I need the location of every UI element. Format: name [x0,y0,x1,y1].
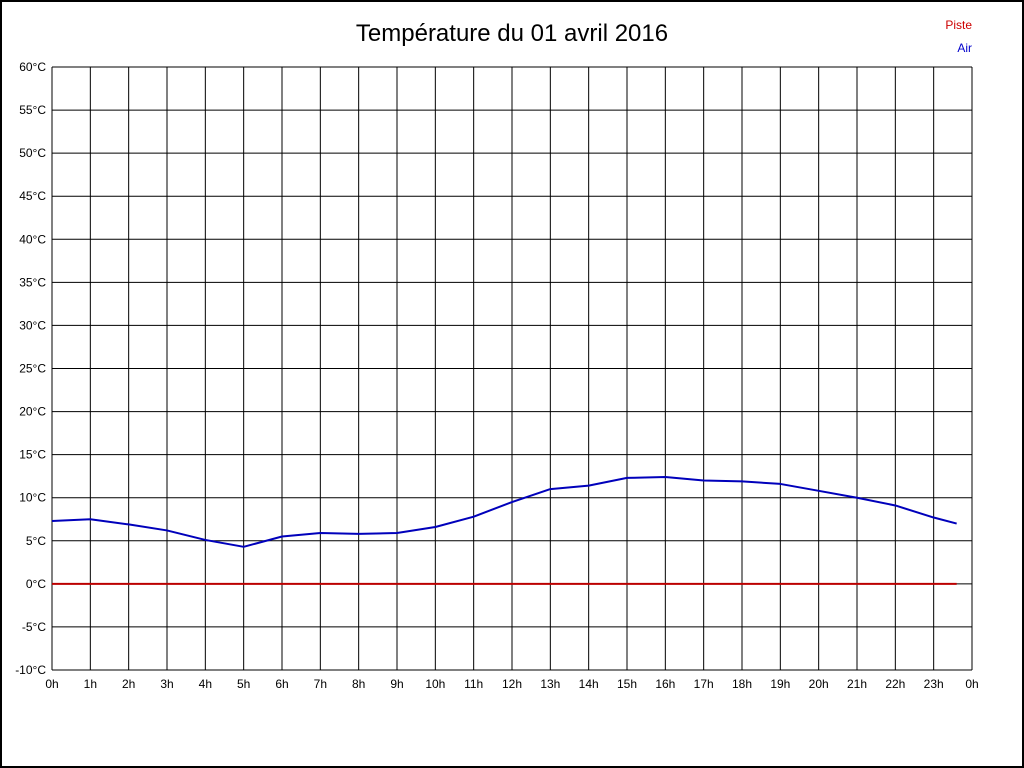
x-axis-tick-label: 0h [45,677,58,691]
chart-legend: Piste Air [945,14,972,60]
y-axis-tick-label: 50°C [19,146,46,160]
y-axis-tick-label: 60°C [19,60,46,74]
chart-title: Température du 01 avril 2016 [355,20,669,47]
y-axis-tick-label: 30°C [19,318,46,332]
x-axis-tick-label: 13h [540,677,560,691]
y-axis-tick-label: 35°C [19,275,46,289]
x-axis-tick-label: 17h [694,677,714,691]
x-axis-tick-label: 6h [275,677,288,691]
x-axis-tick-label: 21h [847,677,867,691]
x-axis-tick-label: 12h [502,677,522,691]
y-axis-tick-label: 25°C [19,362,46,376]
y-axis-tick-label: 20°C [19,405,46,419]
x-axis-tick-label: 8h [352,677,365,691]
y-axis-tick-label: 45°C [19,189,46,203]
series-line-air [51,476,957,548]
y-axis-tick-label: 10°C [19,491,46,505]
y-axis-tick-label: 0°C [26,577,46,591]
x-axis-tick-label: 23h [924,677,944,691]
x-axis-tick-label: 4h [199,677,212,691]
x-axis-tick-label: 2h [122,677,135,691]
x-axis-tick-label: 20h [809,677,829,691]
x-axis-tick-label: 5h [237,677,250,691]
x-axis-tick-label: 1h [84,677,97,691]
y-axis-tick-label: 5°C [26,534,46,548]
x-axis-tick-label: 18h [732,677,752,691]
y-axis-tick-label: 40°C [19,232,46,246]
y-axis-tick-label: 55°C [19,103,46,117]
x-axis-tick-label: 9h [390,677,403,691]
x-axis-tick-label: 7h [314,677,327,691]
x-axis-tick-label: 11h [464,677,483,691]
x-axis-tick-label: 19h [770,677,790,691]
y-axis-tick-label: -10°C [15,663,46,677]
x-axis-tick-label: 3h [160,677,173,691]
x-axis-tick-label: 22h [885,677,905,691]
x-axis-tick-label: 0h [965,677,978,691]
x-axis-tick-label: 15h [617,677,637,691]
legend-item-air: Air [957,40,972,55]
x-axis-tick-label: 16h [655,677,675,691]
y-axis-tick-label: -5°C [22,620,46,634]
y-axis-tick-label: 15°C [19,448,46,462]
x-axis-tick-label: 14h [579,677,599,691]
legend-item-piste: Piste [945,18,972,32]
x-axis-tick-label: 10h [425,677,445,691]
